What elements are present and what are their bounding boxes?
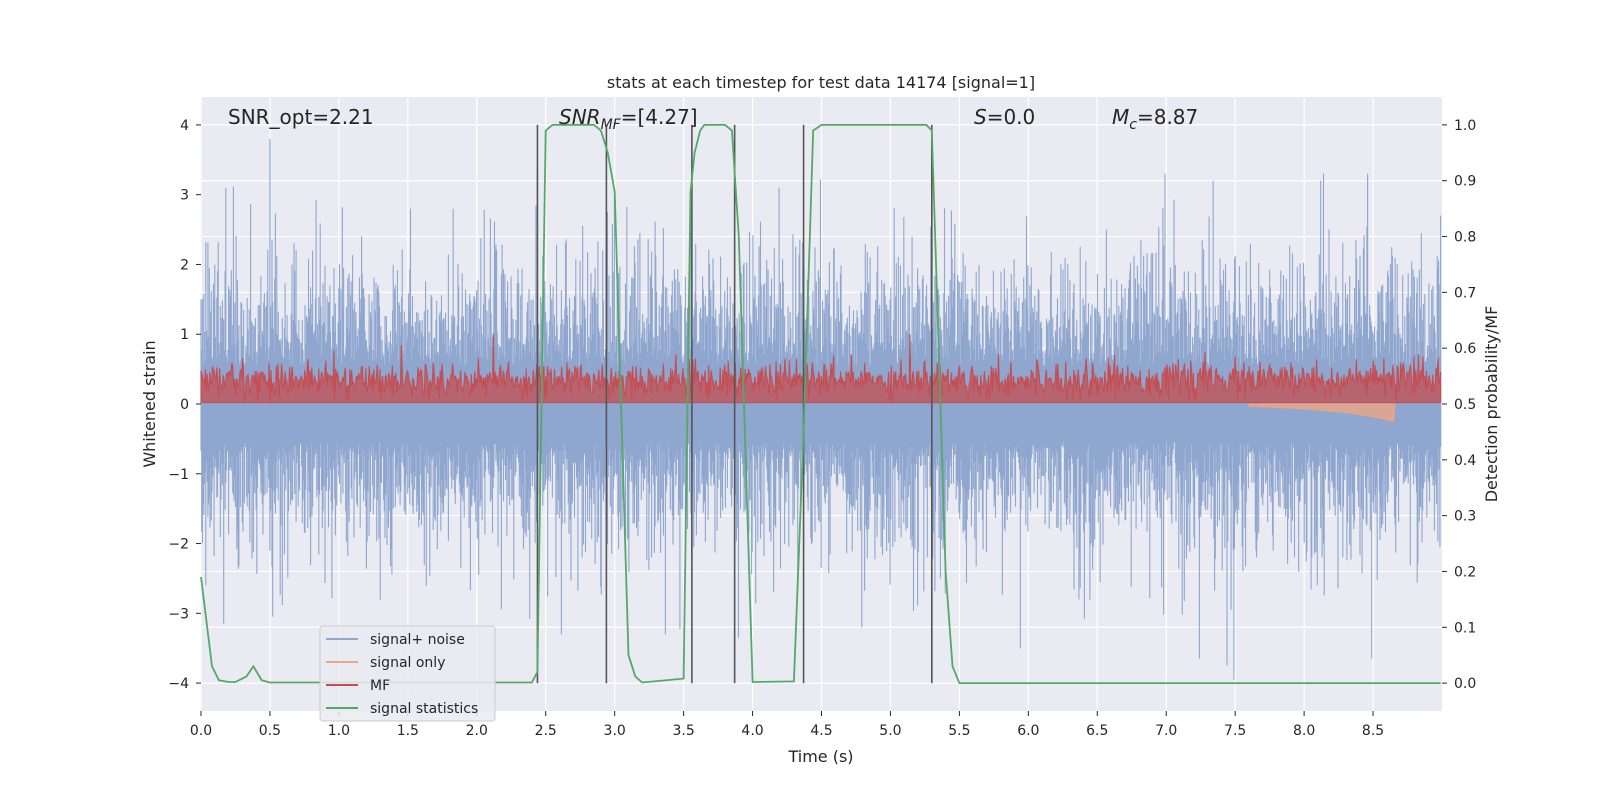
x-tick-label: 7.0 — [1155, 723, 1177, 739]
x-axis-title: Time (s) — [787, 747, 853, 766]
y2-axis-ticks: 0.0 0.1 0.2 0.3 0.4 0.5 0.6 0.7 0.8 0.9 1.0 — [1442, 118, 1476, 692]
x-tick-label: 4.0 — [741, 723, 763, 739]
x-tick-label: 0.0 — [190, 723, 212, 739]
x-axis-ticks: 0.0 0.5 1.0 1.5 2.0 2.5 3.0 3.5 4.0 4.5 5.0 5.5 6.0 6… — [190, 711, 1384, 739]
y2-tick-label: 0.6 — [1454, 341, 1476, 357]
annotation-mc: Mc=8.87 — [1112, 105, 1198, 133]
y2-tick-label: 0.5 — [1454, 397, 1476, 413]
x-tick-label: 7.5 — [1224, 723, 1246, 739]
x-tick-label: 1.5 — [397, 723, 419, 739]
signal-only-trace — [1248, 403, 1396, 423]
y-axis-title: Whitened strain — [140, 340, 159, 467]
signal-only-series — [1248, 403, 1396, 423]
y-tick-label: −1 — [168, 467, 189, 483]
legend-label-signal: signal only — [370, 655, 445, 671]
x-tick-label: 1.0 — [328, 723, 350, 739]
y2-tick-label: 0.8 — [1454, 230, 1476, 246]
x-tick-label: 5.0 — [879, 723, 901, 739]
x-tick-label: 8.5 — [1362, 723, 1384, 739]
x-tick-label: 5.5 — [948, 723, 970, 739]
y2-tick-label: 0.7 — [1454, 285, 1476, 301]
x-tick-label: 4.5 — [810, 723, 832, 739]
y2-tick-label: 0.1 — [1454, 620, 1476, 636]
y2-tick-label: 0.3 — [1454, 509, 1476, 525]
x-tick-label: 3.0 — [604, 723, 626, 739]
annotation-s: S=0.0 — [974, 105, 1035, 129]
annotation-snr-mf-symbol: SNR — [559, 105, 601, 129]
y-tick-label: −4 — [168, 676, 189, 692]
x-tick-label: 6.0 — [1017, 723, 1039, 739]
legend-box — [319, 625, 496, 722]
y2-tick-label: 0.9 — [1454, 174, 1476, 190]
y2-tick-label: 1.0 — [1454, 118, 1476, 134]
y2-tick-label: 0.2 — [1454, 564, 1476, 580]
x-tick-label: 8.0 — [1293, 723, 1315, 739]
y-tick-label: 0 — [180, 397, 189, 413]
y-tick-label: −3 — [168, 606, 189, 622]
annotation-s-symbol: S — [974, 105, 987, 129]
legend-label-mf: MF — [370, 678, 390, 694]
annotation-s-value: =0.0 — [987, 105, 1036, 129]
annotation-snr-mf: SNRMF=[4.27] — [559, 105, 698, 133]
annotation-snr-mf-subscript: MF — [601, 117, 622, 133]
legend-label-noise: signal+ noise — [370, 632, 465, 648]
x-tick-label: 2.0 — [466, 723, 488, 739]
y-tick-label: 3 — [180, 188, 189, 204]
detection-vertical-lines — [536, 124, 933, 684]
x-tick-label: 0.5 — [259, 723, 281, 739]
y-tick-label: −2 — [168, 537, 189, 553]
y-tick-label: 2 — [180, 257, 189, 273]
y2-tick-label: 0.0 — [1454, 676, 1476, 692]
mf-trace — [200, 334, 1442, 404]
annotation-mc-symbol: M — [1112, 105, 1129, 129]
legend: signal+ noise signal only MF signal stat… — [319, 625, 496, 722]
signal-statistics-series — [200, 124, 1441, 684]
x-tick-label: 6.5 — [1086, 723, 1108, 739]
annotation-snr-opt: SNR_opt=2.21 — [228, 105, 374, 129]
y2-tick-label: 0.4 — [1454, 453, 1476, 469]
signal-statistics-trace — [200, 124, 1441, 684]
y-tick-label: 1 — [180, 327, 189, 343]
x-tick-label: 2.5 — [535, 723, 557, 739]
mf-series — [200, 334, 1442, 404]
y2-axis-title: Detection probability/MF — [1482, 306, 1501, 503]
annotation-mc-value: =8.87 — [1137, 105, 1198, 129]
annotation-snr-mf-value: =[4.27] — [621, 105, 698, 129]
x-tick-label: 3.5 — [672, 723, 694, 739]
chart-title: stats at each timestep for test data 141… — [607, 73, 1035, 92]
legend-label-stats: signal statistics — [370, 701, 478, 717]
y-tick-label: 4 — [180, 118, 189, 134]
annotation-mc-subscript: c — [1129, 117, 1137, 133]
y-axis-ticks: −4 −3 −2 −1 0 1 2 3 4 — [168, 118, 201, 692]
